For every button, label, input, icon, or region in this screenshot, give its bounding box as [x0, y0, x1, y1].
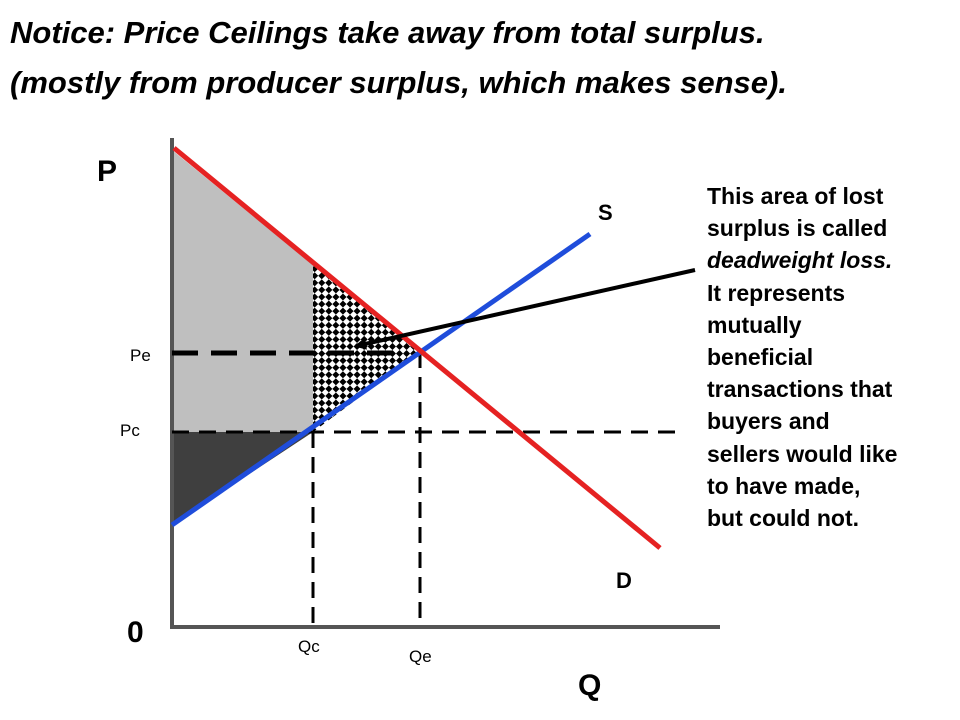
- supply-curve: [170, 231, 592, 528]
- annotation-line: It represents: [707, 279, 846, 306]
- annotation-line: mutually: [707, 311, 802, 338]
- y-axis-label: P: [97, 155, 117, 188]
- annotation-line: transactions that: [707, 376, 893, 403]
- title-line-2: (mostly from producer surplus, which mak…: [10, 65, 787, 100]
- consumer-surplus-area: [172, 150, 313, 432]
- equilibrium-price-label: Pe: [130, 346, 151, 365]
- equilibrium-quantity-label: Qe: [409, 647, 432, 666]
- annotation-line: buyers and: [707, 408, 830, 435]
- title-line-1: Notice: Price Ceilings take away from to…: [10, 15, 765, 50]
- slide-title: Notice: Price Ceilings take away from to…: [10, 8, 955, 108]
- supply-label: S: [598, 200, 613, 225]
- ceiling-price-label: Pc: [120, 421, 140, 440]
- annotation-line: This area of lost: [707, 183, 884, 209]
- annotation-line: sellers would like: [707, 440, 898, 467]
- demand-label: D: [616, 568, 632, 593]
- annotation-line: but could not.: [707, 505, 860, 532]
- demand-curve: [172, 146, 662, 550]
- x-axis-label: Q: [578, 669, 601, 702]
- origin-label: 0: [127, 616, 144, 649]
- annotation-line: beneficial: [707, 344, 814, 371]
- annotation-line: to have made,: [707, 472, 861, 499]
- annotation-arrow: [354, 268, 696, 350]
- deadweight-loss-area: [313, 265, 420, 432]
- ceiling-quantity-label: Qc: [298, 637, 320, 656]
- annotation-term-deadweight-loss: deadweight loss.: [707, 247, 893, 274]
- annotation-line: surplus is called: [707, 215, 888, 242]
- deadweight-loss-annotation: This area of lost surplus is called dead…: [707, 180, 952, 534]
